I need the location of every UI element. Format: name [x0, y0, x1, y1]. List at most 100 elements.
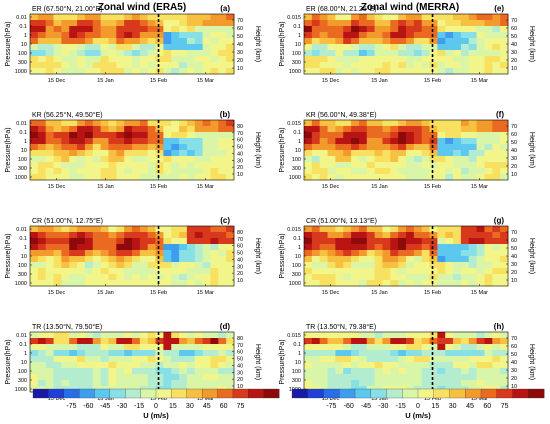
heatmap-cell: [421, 120, 430, 127]
heatmap-cell: [319, 380, 328, 387]
heatmap-cell: [460, 256, 470, 263]
heatmap-cell: [30, 268, 39, 275]
heatmap-cell: [366, 374, 376, 381]
heatmap-cell: [406, 268, 415, 275]
heatmap-cell: [30, 26, 39, 33]
heatmap-cell: [155, 174, 164, 181]
heatmap-cell: [398, 274, 407, 281]
heatmap-cell: [218, 14, 227, 21]
heatmap-cell: [500, 262, 509, 269]
heatmap-cell: [163, 44, 172, 51]
heatmap-cell: [468, 274, 478, 281]
heatmap-cell: [304, 132, 313, 139]
heatmap-cell: [77, 168, 86, 175]
heatmap-cell: [453, 250, 462, 257]
heatmap-cell: [366, 174, 376, 181]
heatmap-cell: [327, 14, 336, 21]
heatmap-cell: [398, 368, 407, 375]
heatmap-cell: [132, 244, 141, 251]
heatmap-cell: [37, 362, 47, 369]
heatmap-cell: [358, 126, 368, 133]
heatmap-cell: [445, 138, 454, 145]
height-axis-label: Height (km): [254, 132, 261, 168]
heatmap-cell: [453, 68, 462, 75]
heatmap-cell: [202, 332, 211, 339]
heatmap-cell: [61, 362, 70, 369]
heatmap-cell: [30, 244, 39, 251]
heatmap-cell: [218, 256, 227, 263]
heatmap-cell: [163, 38, 172, 45]
heatmap-cell: [108, 174, 117, 181]
heatmap-cell: [84, 256, 94, 263]
heatmap-cell: [210, 338, 219, 345]
heatmap-cell: [61, 26, 70, 33]
heatmap-cell: [84, 120, 94, 127]
heatmap-cell: [390, 144, 399, 151]
heatmap-cell: [437, 362, 446, 369]
heatmap-cell: [163, 332, 172, 339]
heatmap-cell: [30, 226, 39, 233]
heatmap-cell: [155, 120, 164, 127]
heatmap-cell: [30, 362, 39, 369]
heatmap-cell: [398, 38, 407, 45]
heatmap-cell: [100, 44, 109, 51]
height-tick-label: 60: [511, 238, 517, 244]
heatmap-cell: [100, 232, 109, 239]
heatmap-cell: [53, 362, 62, 369]
heatmap-cell: [476, 20, 485, 27]
heatmap-cell: [84, 268, 94, 275]
height-tick-label: 20: [237, 377, 243, 383]
heatmap-cell: [69, 238, 78, 245]
heatmap-cell: [84, 374, 94, 381]
heatmap-cell: [335, 26, 344, 33]
heatmap-cell: [53, 244, 62, 251]
date-tick-label: 15 Feb: [150, 290, 167, 296]
heatmap-cell: [179, 14, 188, 21]
heatmap-cell: [421, 256, 430, 263]
heatmap-cell: [366, 362, 376, 369]
height-tick-label: 50: [511, 352, 517, 358]
heatmap-cell: [327, 44, 336, 51]
heatmap-cell: [186, 120, 196, 127]
colorbar-tick-label: 60: [483, 403, 491, 410]
heatmap-cell: [202, 14, 211, 21]
heatmap-cell: [186, 250, 196, 257]
heatmap-cell: [218, 356, 227, 363]
heatmap-cell: [327, 150, 336, 157]
heatmap-cell: [139, 156, 149, 163]
heatmap-cell: [186, 280, 196, 287]
heatmap-cell: [108, 332, 117, 339]
heatmap-cell: [171, 232, 180, 239]
heatmap-cell: [398, 332, 407, 339]
heatmap-cell: [406, 168, 415, 175]
heatmap-cell: [358, 350, 368, 357]
heatmap-cell: [163, 120, 172, 127]
heatmap-cell: [218, 126, 227, 133]
heatmap-cell: [413, 356, 423, 363]
heatmap-cell: [124, 268, 133, 275]
heatmap-cell: [445, 356, 454, 363]
heatmap-cell: [226, 168, 235, 175]
heatmap-cell: [202, 374, 211, 381]
heatmap-cell: [500, 144, 509, 151]
heatmap-cell: [311, 332, 321, 339]
heatmap-cell: [445, 226, 454, 233]
heatmap-cell: [335, 32, 344, 39]
heatmap-cell: [319, 244, 328, 251]
heatmap-cell: [327, 226, 336, 233]
heatmap-cell: [155, 232, 164, 239]
height-tick-label: 20: [237, 271, 243, 277]
heatmap-cell: [100, 362, 109, 369]
heatmap-cell: [453, 44, 462, 51]
heatmap-cell: [210, 280, 219, 287]
heatmap-cell: [413, 150, 423, 157]
heatmap-cell: [61, 174, 70, 181]
heatmap-cell: [84, 350, 94, 357]
heatmap-cell: [437, 26, 446, 33]
heatmap-cell: [186, 44, 196, 51]
heatmap-cell: [335, 232, 344, 239]
heatmap-cell: [84, 380, 94, 387]
heatmap-cell: [390, 332, 399, 339]
heatmap-cell: [492, 68, 501, 75]
heatmap-cell: [484, 262, 493, 269]
